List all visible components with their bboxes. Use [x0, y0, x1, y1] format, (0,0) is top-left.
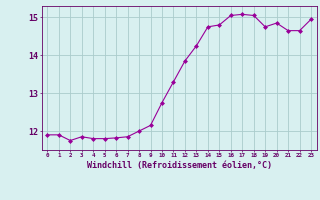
- X-axis label: Windchill (Refroidissement éolien,°C): Windchill (Refroidissement éolien,°C): [87, 161, 272, 170]
